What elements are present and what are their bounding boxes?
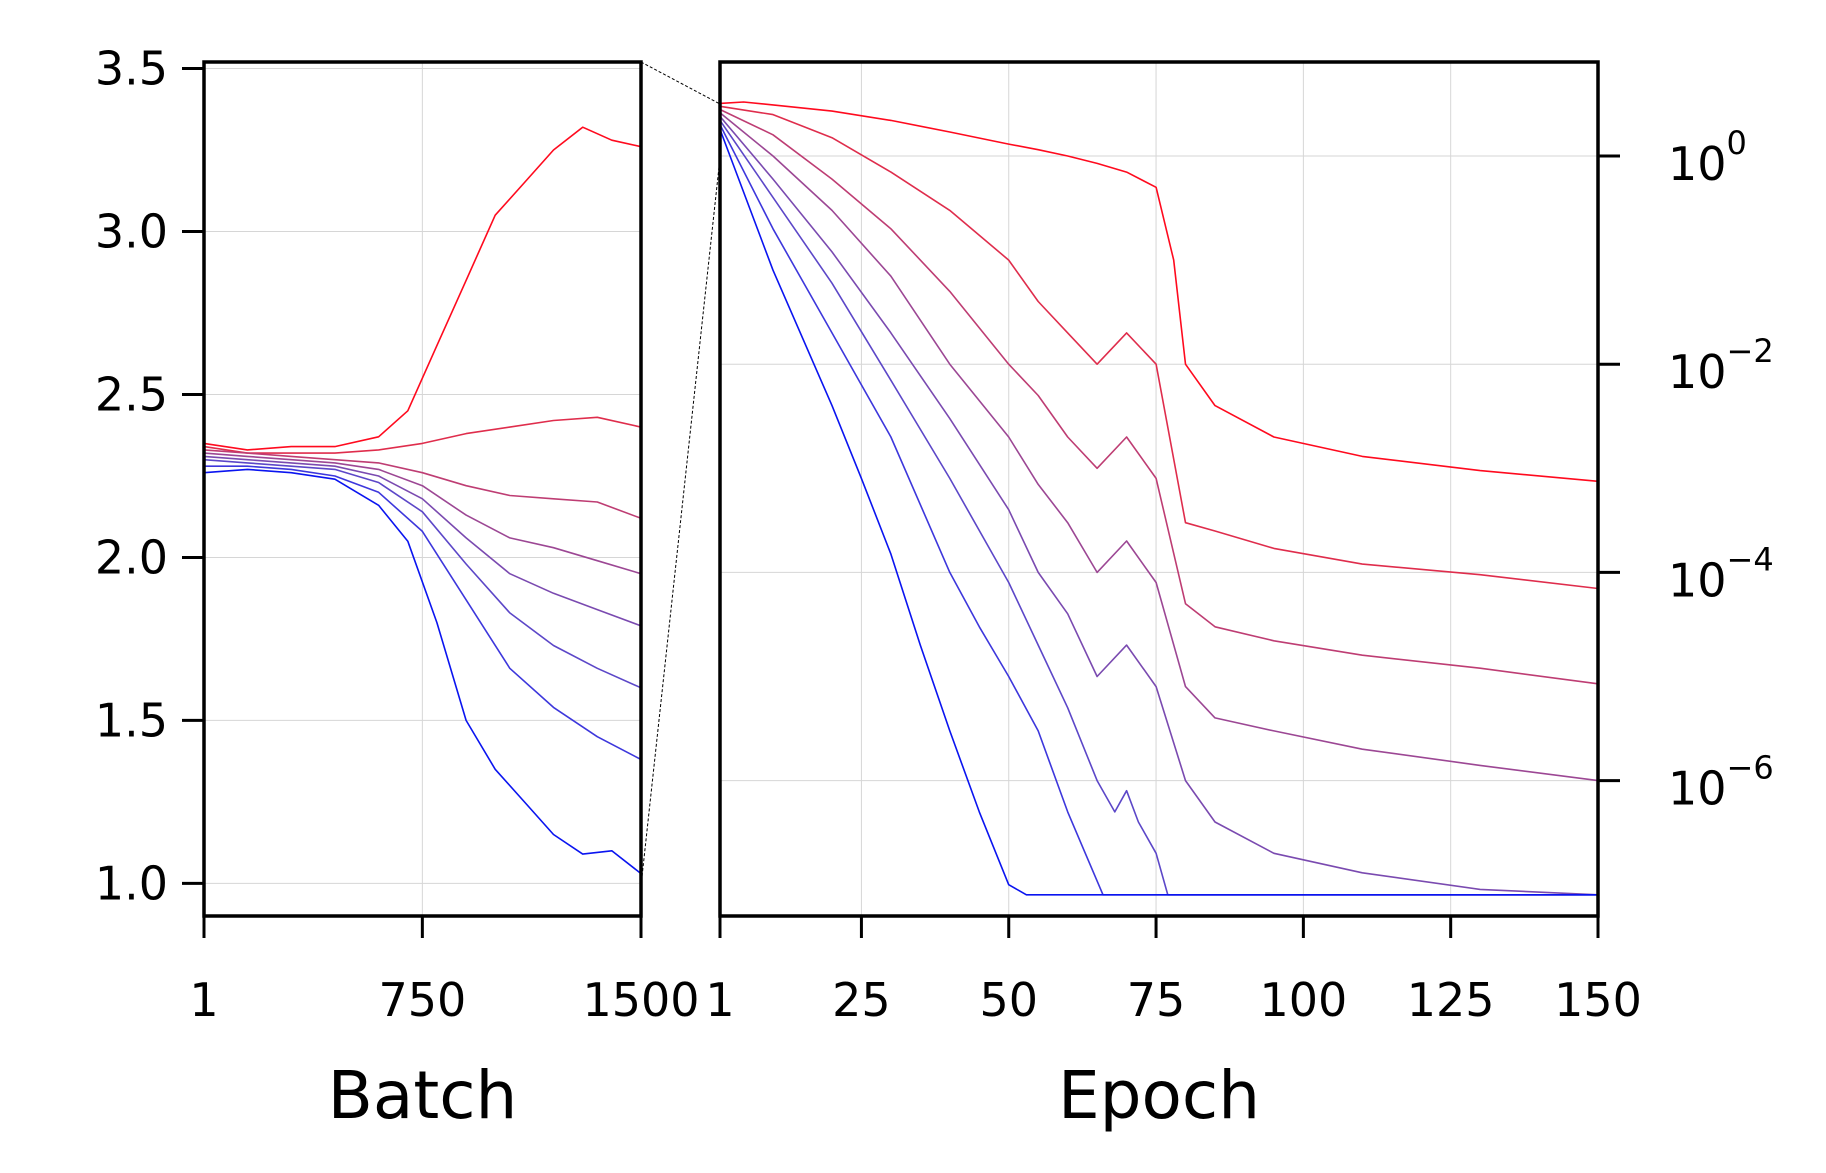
epoch-x-tick-label: 125 <box>1407 973 1495 1027</box>
batch-x-axis-title: Batch <box>328 1057 518 1134</box>
epoch-series-line-7 <box>719 124 1598 896</box>
epoch-y-tick-label: 10−6 <box>1668 749 1774 816</box>
epoch-series-line-8 <box>719 129 1598 896</box>
epoch-plot-frame <box>718 60 1600 918</box>
batch-y-tick-label: 3.5 <box>95 42 168 96</box>
batch-series-line-1 <box>203 126 642 451</box>
batch-plot-frame <box>202 60 643 918</box>
batch-x-tick-label: 1 <box>189 973 218 1027</box>
epoch-series-line-4 <box>719 112 1599 782</box>
epoch-y-tick-label: 10−4 <box>1668 540 1774 607</box>
zoom-connectors <box>640 61 721 887</box>
zoom-connector-bottom <box>640 157 721 887</box>
epoch-y-tick-label: 100 <box>1668 124 1747 191</box>
epoch-x-tick-label: 25 <box>832 973 891 1027</box>
batch-y-tick-label: 1.5 <box>95 693 168 747</box>
batch-x-tick-label: 1500 <box>582 973 699 1027</box>
batch-series-line-4 <box>203 452 642 575</box>
epoch-x-tick-label: 100 <box>1259 973 1347 1027</box>
epoch-x-tick-label: 1 <box>705 973 734 1027</box>
epoch-x-tick-label: 50 <box>979 973 1038 1027</box>
batch-y-tick-label: 2.5 <box>95 367 168 421</box>
batch-x-tick-label: 750 <box>378 973 466 1027</box>
batch-y-tick-label: 2.0 <box>95 530 168 584</box>
batch-grid <box>203 62 642 916</box>
epoch-x-axis-title: Epoch <box>1058 1057 1260 1134</box>
epoch-series-line-1 <box>719 101 1599 483</box>
batch-y-tick-label: 3.0 <box>95 204 168 258</box>
batch-series-line-5 <box>203 455 642 627</box>
epoch-series-line-5 <box>719 115 1599 896</box>
batch-series-line-3 <box>203 449 642 520</box>
batch-panel: 1.0 1.5 2.0 2.5 3.0 3.5 1 750 1500 Batch <box>95 42 700 1134</box>
batch-y-tick-label: 1.0 <box>95 856 168 910</box>
epoch-x-tick-label: 150 <box>1554 973 1642 1027</box>
zoom-connector-top <box>640 61 721 105</box>
epoch-series-line-6 <box>719 119 1598 896</box>
epoch-series-group <box>719 101 1599 896</box>
batch-series-line-7 <box>204 465 642 761</box>
epoch-series-line-2 <box>719 105 1599 590</box>
epoch-series-line-3 <box>719 108 1599 685</box>
batch-series-line-2 <box>203 416 642 454</box>
epoch-x-tick-label: 75 <box>1127 973 1186 1027</box>
batch-series-line-8 <box>203 468 642 875</box>
batch-ticks: 1.0 1.5 2.0 2.5 3.0 3.5 1 750 1500 <box>95 42 700 1027</box>
batch-series-line-6 <box>203 458 642 689</box>
batch-series-group <box>203 126 642 875</box>
epoch-y-tick-label: 10−2 <box>1668 332 1774 399</box>
